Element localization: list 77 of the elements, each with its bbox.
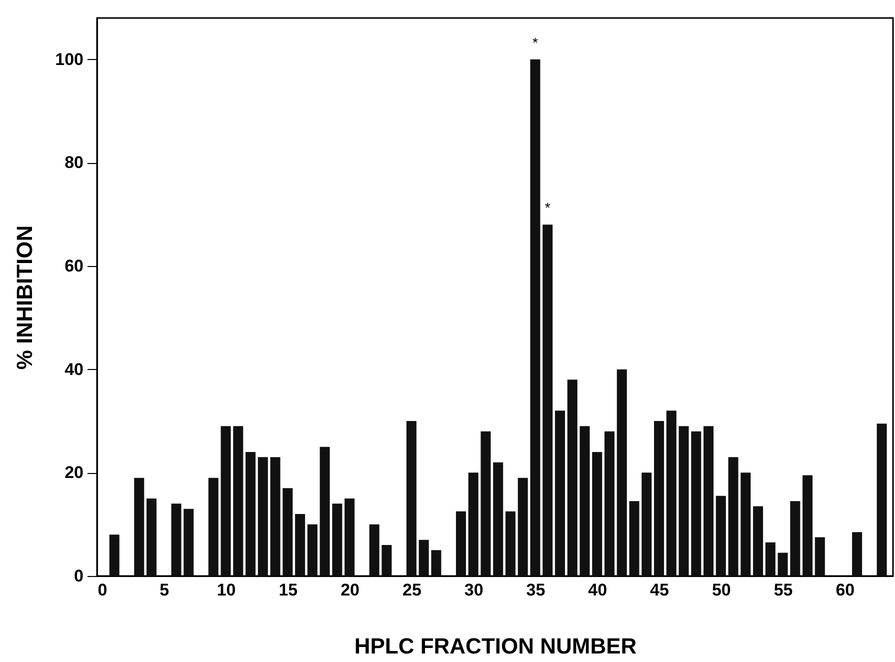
annotation: * bbox=[544, 200, 551, 216]
x-tick-label: 50 bbox=[712, 580, 731, 600]
bar bbox=[802, 475, 813, 576]
bar bbox=[716, 496, 726, 576]
x-tick-label: 30 bbox=[464, 580, 484, 600]
y-tick-label: 40 bbox=[64, 360, 84, 379]
bar bbox=[307, 524, 318, 576]
bar bbox=[134, 478, 144, 576]
x-tick-label: 45 bbox=[650, 580, 669, 600]
y-tick-label: 20 bbox=[64, 463, 84, 482]
bar bbox=[740, 472, 751, 576]
bar bbox=[518, 478, 528, 576]
y-tick-label: 80 bbox=[64, 153, 84, 172]
bar bbox=[406, 421, 416, 576]
bar bbox=[554, 410, 565, 576]
bar bbox=[418, 540, 429, 576]
bar bbox=[146, 498, 157, 576]
bar bbox=[320, 446, 330, 576]
y-tick-label: 60 bbox=[64, 256, 84, 276]
bar bbox=[629, 501, 640, 576]
bar bbox=[542, 224, 553, 576]
y-axis-title: % INHIBITION bbox=[12, 225, 38, 370]
bar bbox=[456, 511, 466, 576]
x-tick-label: 0 bbox=[98, 580, 108, 600]
bar bbox=[344, 498, 355, 576]
bar bbox=[753, 506, 764, 576]
bar bbox=[654, 421, 664, 576]
x-tick-label: 5 bbox=[160, 580, 170, 600]
bar bbox=[592, 452, 602, 576]
bar bbox=[790, 501, 800, 576]
x-tick-label: 25 bbox=[402, 580, 422, 600]
bar bbox=[295, 514, 306, 576]
x-tick-label: 15 bbox=[278, 580, 298, 600]
bar bbox=[778, 552, 788, 576]
x-tick-label: 35 bbox=[526, 580, 546, 600]
bar bbox=[246, 452, 256, 576]
bar bbox=[208, 478, 218, 576]
bar bbox=[704, 426, 714, 576]
bar bbox=[505, 511, 516, 576]
bar bbox=[480, 431, 491, 576]
bar bbox=[258, 457, 268, 576]
x-tick-label: 55 bbox=[774, 580, 793, 600]
bar bbox=[814, 537, 825, 576]
bar bbox=[580, 426, 590, 576]
bar bbox=[369, 524, 380, 576]
bar bbox=[691, 431, 702, 576]
x-tick-label: 60 bbox=[836, 580, 855, 600]
bar bbox=[567, 380, 578, 576]
bar bbox=[530, 59, 540, 576]
x-tick-label: 20 bbox=[340, 580, 360, 600]
bar bbox=[876, 424, 887, 576]
bar bbox=[431, 550, 442, 576]
y-tick-label: 0 bbox=[74, 566, 84, 586]
bar bbox=[220, 426, 231, 576]
bar bbox=[332, 504, 342, 576]
y-tick-label: 100 bbox=[55, 50, 84, 69]
bar bbox=[468, 472, 478, 576]
bar bbox=[852, 532, 862, 576]
bar bbox=[666, 410, 676, 576]
bar bbox=[233, 426, 244, 576]
bar bbox=[109, 534, 120, 576]
bar bbox=[765, 542, 776, 576]
x-tick-label: 40 bbox=[588, 580, 608, 600]
x-tick-label: 10 bbox=[216, 580, 236, 600]
bar bbox=[282, 488, 293, 576]
bar bbox=[728, 457, 738, 576]
bar bbox=[616, 369, 627, 576]
bar bbox=[493, 462, 504, 576]
bar bbox=[171, 504, 182, 576]
x-axis-title: HPLC FRACTION NUMBER bbox=[354, 634, 637, 658]
bar bbox=[604, 431, 614, 576]
bar bbox=[382, 545, 392, 576]
bar bbox=[678, 426, 689, 576]
annotation: * bbox=[532, 34, 538, 50]
bar bbox=[184, 508, 194, 576]
bar bbox=[270, 457, 280, 576]
bar bbox=[642, 472, 652, 576]
